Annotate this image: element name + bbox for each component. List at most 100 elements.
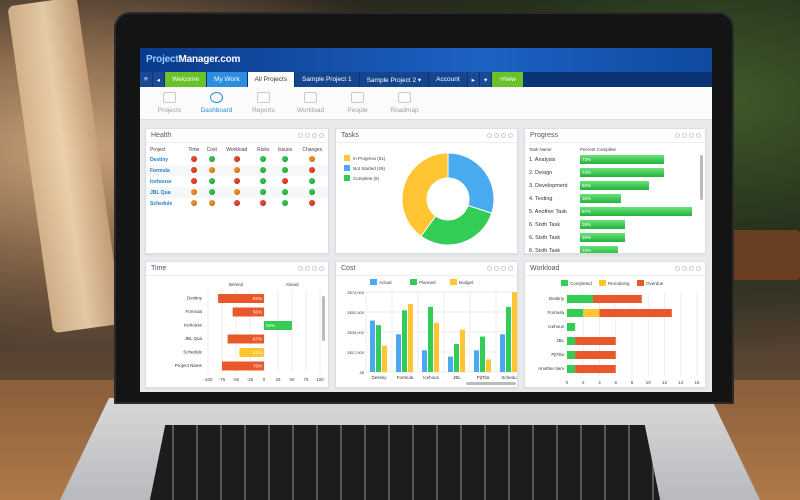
toolbar-reports[interactable]: Reports <box>240 87 287 119</box>
status-green-icon <box>260 177 267 184</box>
tab-5[interactable]: Sample Project 1 <box>295 72 359 87</box>
legend-swatch <box>344 175 350 181</box>
x-tick-label: -50 <box>233 377 240 382</box>
progress-bar: 39% <box>580 220 625 229</box>
x-tick-label: 4 <box>598 380 601 385</box>
legend-label: Overdue <box>646 281 664 286</box>
status-green-icon <box>309 177 316 184</box>
bar-segment <box>567 309 584 317</box>
panel-controls[interactable] <box>487 266 513 271</box>
task-name: 6. Sixth Task <box>529 234 561 241</box>
tab-4[interactable]: All Projects <box>247 72 295 87</box>
bar-segment <box>593 295 642 303</box>
tab-0[interactable]: ≡ <box>140 72 152 87</box>
legend-item: In Progress (51) <box>344 155 385 161</box>
tab-3[interactable]: My Work <box>207 72 247 87</box>
tab-9[interactable]: ▾ <box>479 72 492 87</box>
legend-label: Completed <box>570 281 592 286</box>
tab-6[interactable]: Sample Project 2 ▾ <box>359 72 429 87</box>
data-label: 82% <box>253 296 262 301</box>
status-red-icon <box>233 199 240 206</box>
legend-label: Actual <box>379 280 392 285</box>
project-link[interactable]: Icehouse <box>150 178 172 185</box>
column-header: Time <box>188 147 200 153</box>
header-label: Ahead <box>285 282 299 287</box>
bar <box>370 320 375 372</box>
progress-row: 6. Sixth Task 33% <box>525 244 705 253</box>
tab-1[interactable]: ◂ <box>152 72 165 87</box>
plant-pot <box>730 230 800 280</box>
panel-controls[interactable] <box>298 133 324 138</box>
project-link[interactable]: Schedule <box>150 200 173 207</box>
project-link[interactable]: Formula <box>146 165 185 176</box>
status-green-icon <box>282 199 288 206</box>
tab-2[interactable]: Welcome <box>165 72 207 87</box>
project-link[interactable]: JBL Qua <box>146 187 185 198</box>
bar <box>382 345 387 372</box>
status-red-icon <box>282 177 288 184</box>
y-tick-label: Z$52,500 <box>347 310 365 315</box>
legend-swatch <box>410 279 417 285</box>
status-green-icon <box>208 155 215 162</box>
status-orange-icon <box>233 166 240 173</box>
panel-controls[interactable] <box>675 133 701 138</box>
tab-7[interactable]: Account <box>429 72 467 87</box>
status-green-icon <box>208 188 215 195</box>
status-green-icon <box>282 166 288 173</box>
column-header: Workload <box>226 147 248 153</box>
progress-row: 4. Testing 36% <box>525 192 705 205</box>
legend-item: Complete (9) <box>344 175 385 181</box>
legend-swatch <box>344 165 350 171</box>
scrollbar[interactable] <box>322 296 325 341</box>
toolbar-label: Projects <box>157 107 182 114</box>
logo[interactable]: ProjectManager.com <box>146 54 241 65</box>
bar-segment <box>575 337 616 345</box>
category-label: Schedule <box>183 350 202 355</box>
category-label: Destiny <box>371 375 387 380</box>
header-label: Behind <box>229 282 244 287</box>
data-label: 56% <box>253 310 262 315</box>
person-icon <box>351 92 364 103</box>
status-green-icon <box>260 166 267 173</box>
x-tick-label: 75 <box>303 377 309 382</box>
table-row: Icehouse <box>146 176 328 187</box>
data-label: 75% <box>253 364 262 369</box>
bar <box>428 306 433 372</box>
toolbar-roadmap[interactable]: Roadmap <box>381 87 428 119</box>
progress-list: 1. Analysis 73% 2. Design 73% 3. Development… <box>525 153 705 253</box>
category-label: Formula <box>185 309 202 314</box>
status-red-icon <box>309 199 316 206</box>
scrollbar[interactable] <box>700 155 703 200</box>
y-tick-label: Z$ <box>359 370 364 375</box>
status-orange-icon <box>309 155 316 162</box>
status-orange-icon <box>208 166 215 173</box>
bar <box>402 310 407 372</box>
y-tick-label: Z$17,500 <box>347 350 365 355</box>
panel-title: Health <box>151 132 172 139</box>
panel-controls[interactable] <box>487 133 513 138</box>
x-tick-label: 25 <box>275 377 281 382</box>
x-tick-label: 0 <box>566 380 569 385</box>
scrollbar[interactable] <box>466 382 516 385</box>
toolbar-dashboard[interactable]: Dashboard <box>193 87 240 119</box>
project-link[interactable]: Destiny <box>150 156 169 163</box>
bar <box>227 334 264 344</box>
tab-8[interactable]: ▸ <box>467 72 479 87</box>
category-label: JBL Qua <box>185 336 203 341</box>
panel-controls[interactable] <box>298 266 324 271</box>
toolbar-people[interactable]: People <box>334 87 381 119</box>
toolbar-workload[interactable]: Workload <box>287 87 334 119</box>
status-orange-icon <box>190 199 197 206</box>
tab-10[interactable]: +New <box>492 72 524 87</box>
x-tick-label: 10 <box>646 380 652 385</box>
legend-label: Complete (9) <box>353 175 380 181</box>
category-label: Formula <box>547 310 564 315</box>
bar <box>232 307 264 317</box>
report-icon <box>257 92 270 103</box>
panel-controls[interactable] <box>675 266 701 271</box>
toolbar-projects[interactable]: Projects <box>146 87 193 119</box>
progress-bar: 97% <box>580 207 692 216</box>
status-green-icon <box>260 155 267 162</box>
clipboard-icon <box>304 92 317 103</box>
column-header: Risks <box>257 147 270 153</box>
